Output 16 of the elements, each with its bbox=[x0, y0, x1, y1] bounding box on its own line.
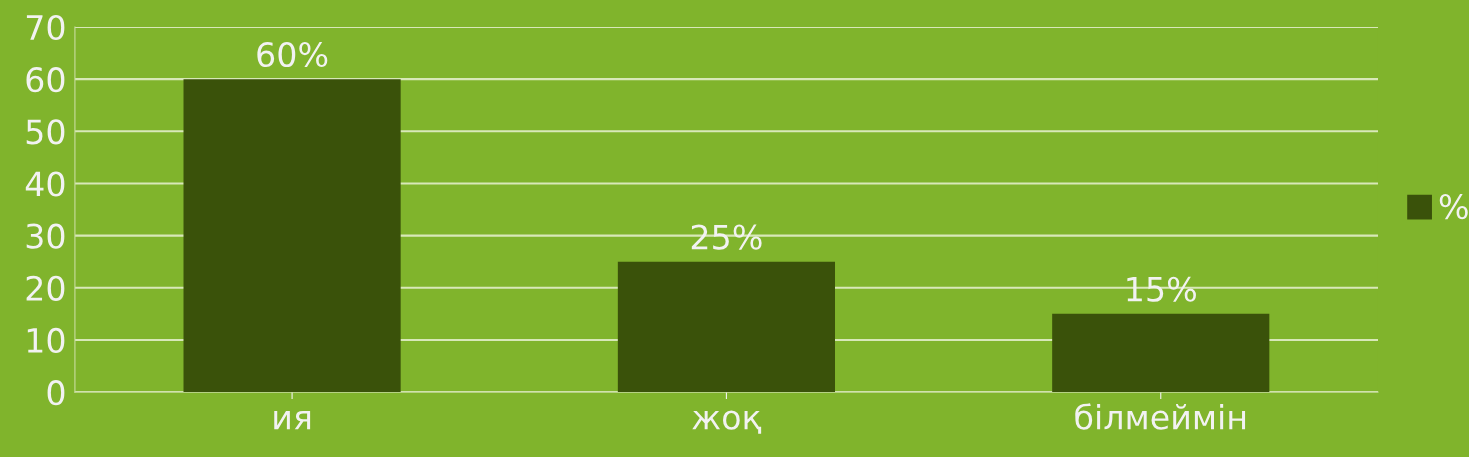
y-tick-label: 70 bbox=[26, 14, 65, 41]
x-tick-label: ия bbox=[274, 411, 311, 430]
bar bbox=[183, 79, 401, 393]
y-tick-label: 20 bbox=[26, 275, 65, 301]
bar bbox=[1052, 313, 1270, 393]
y-tick-label: 60 bbox=[26, 67, 65, 93]
y-tick-label: 40 bbox=[25, 171, 65, 197]
legend-label: % bbox=[1439, 193, 1468, 220]
y-tick-label: 10 bbox=[27, 327, 65, 354]
data-label: 60% bbox=[257, 41, 328, 68]
y-tick-label: 30 bbox=[26, 223, 65, 249]
x-tick-label: жоқ bbox=[692, 410, 762, 434]
x-tick-label: білмеймін bbox=[1075, 403, 1246, 430]
y-tick-label: 0 bbox=[47, 380, 65, 406]
bar bbox=[617, 261, 835, 393]
y-tick-label: 50 bbox=[26, 119, 65, 145]
